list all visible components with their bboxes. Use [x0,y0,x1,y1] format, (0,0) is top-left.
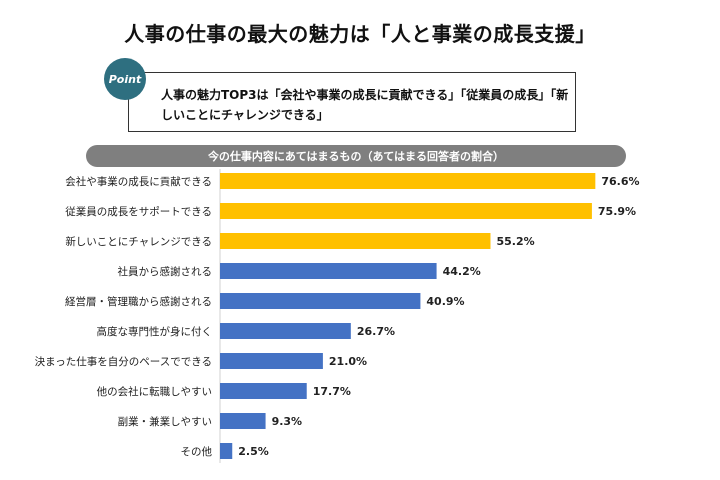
value-label: 17.7% [313,385,351,398]
section-header: 今の仕事内容にあてはまるもの（あてはまる回答者の割合） [86,145,626,167]
value-label: 21.0% [329,355,367,368]
value-label: 9.3% [272,415,303,428]
category-label: その他 [181,445,213,458]
category-label: 高度な専門性が身に付く [97,325,213,338]
bar [220,353,323,369]
value-label: 40.9% [426,295,464,308]
category-label: 社員から感謝される [118,265,213,278]
value-label: 55.2% [496,235,534,248]
bar [220,203,592,219]
bar [220,383,307,399]
value-label: 76.6% [601,175,639,188]
category-label: 副業・兼業しやすい [118,415,212,428]
bar [220,323,351,339]
page-title: 人事の仕事の最大の魅力は「人と事業の成長支援」 [124,22,596,46]
value-label: 75.9% [598,205,636,218]
point-text: 人事の魅力TOP3は「会社や事業の成長に貢献できる」「従業員の成長」「新しいこと… [161,88,569,122]
value-label: 44.2% [443,265,481,278]
bar [220,263,437,279]
category-label: 他の会社に転職しやすい [97,385,212,398]
bar [220,173,596,189]
category-label: 会社や事業の成長に貢献できる [65,175,212,188]
bar [220,233,491,249]
category-label: 経営層・管理職から感謝される [65,295,212,308]
bar [220,293,421,309]
point-badge: Point [104,58,146,100]
point-box: 人事の魅力TOP3は「会社や事業の成長に貢献できる」「従業員の成長」「新しいこと… [128,72,576,132]
value-label: 2.5% [238,445,269,458]
category-label: 従業員の成長をサポートできる [65,205,212,218]
bar [220,413,266,429]
category-label: 決まった仕事を自分のペースでできる [35,355,212,368]
category-label: 新しいことにチャレンジできる [65,235,212,248]
bar [220,443,233,459]
value-label: 26.7% [357,325,395,338]
